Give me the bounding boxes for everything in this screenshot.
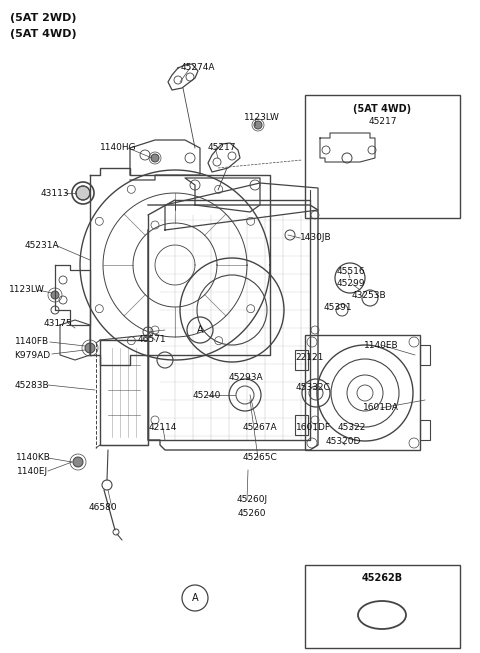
Text: 1430JB: 1430JB — [300, 234, 332, 242]
Text: 45320D: 45320D — [325, 438, 360, 447]
Text: (5AT 2WD): (5AT 2WD) — [10, 13, 76, 23]
Text: (5AT 4WD): (5AT 4WD) — [353, 104, 411, 114]
Text: 45283B: 45283B — [15, 381, 49, 389]
Text: A: A — [192, 593, 198, 603]
Circle shape — [51, 291, 59, 299]
Text: 43113: 43113 — [41, 189, 69, 197]
Text: 45260J: 45260J — [237, 496, 267, 505]
Bar — [295, 415, 308, 435]
Text: 45240: 45240 — [193, 390, 221, 400]
Text: (5AT 4WD): (5AT 4WD) — [10, 29, 77, 39]
Bar — [305, 565, 460, 648]
Text: 45262B: 45262B — [362, 573, 403, 583]
Text: 45322: 45322 — [338, 424, 366, 432]
Bar — [295, 350, 308, 370]
Text: 45231A: 45231A — [24, 240, 60, 249]
Text: 45299: 45299 — [337, 279, 365, 289]
Text: 45391: 45391 — [324, 304, 352, 313]
Text: 45217: 45217 — [208, 144, 236, 153]
Bar — [305, 335, 420, 450]
Circle shape — [85, 343, 95, 353]
Text: 46580: 46580 — [89, 503, 117, 513]
Text: 45332C: 45332C — [296, 383, 330, 392]
Circle shape — [151, 154, 159, 162]
Text: 1140EB: 1140EB — [364, 340, 398, 349]
Ellipse shape — [76, 186, 90, 200]
Circle shape — [254, 121, 262, 129]
Text: 45274A: 45274A — [181, 63, 215, 72]
Text: 43253B: 43253B — [352, 291, 386, 300]
Bar — [305, 95, 460, 218]
Text: 45293A: 45293A — [228, 374, 264, 383]
Text: 45260: 45260 — [238, 509, 266, 517]
Text: 42114: 42114 — [149, 424, 177, 432]
Text: 43175: 43175 — [44, 319, 72, 328]
Text: 45217: 45217 — [368, 118, 397, 127]
Text: 1140FB: 1140FB — [15, 338, 49, 347]
Bar — [420, 345, 430, 365]
Text: 45267A: 45267A — [243, 424, 277, 432]
Text: 1123LW: 1123LW — [244, 114, 280, 123]
Text: K979AD: K979AD — [14, 351, 50, 360]
Text: A: A — [197, 325, 204, 335]
Text: 45265C: 45265C — [242, 453, 277, 462]
Circle shape — [73, 457, 83, 467]
Text: 46571: 46571 — [138, 336, 166, 345]
Text: 1601DF: 1601DF — [296, 424, 331, 432]
Text: 22121: 22121 — [296, 353, 324, 362]
Text: 1601DA: 1601DA — [363, 404, 399, 413]
Text: 45516: 45516 — [336, 268, 365, 276]
Text: 1123LW: 1123LW — [9, 285, 45, 295]
Bar — [420, 420, 430, 440]
Text: 1140HG: 1140HG — [100, 144, 136, 153]
Text: 1140KB: 1140KB — [15, 453, 50, 462]
Text: 1140EJ: 1140EJ — [17, 466, 48, 475]
